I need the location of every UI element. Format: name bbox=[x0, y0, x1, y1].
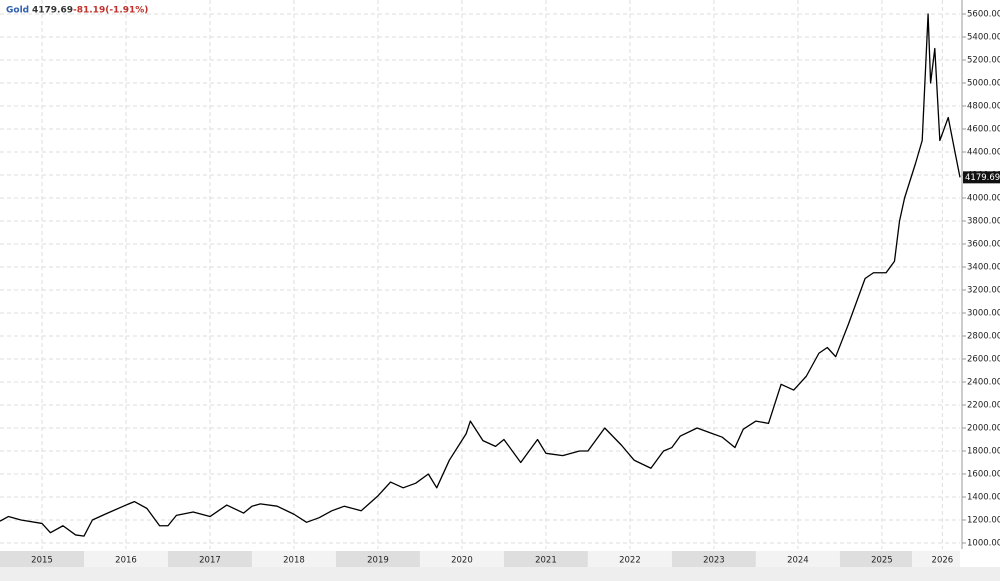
y-tick-label: 5000.00 bbox=[967, 79, 1000, 89]
y-tick-label: 3200.00 bbox=[967, 286, 1000, 296]
x-band bbox=[755, 551, 840, 567]
x-tick-label: 2015 bbox=[31, 556, 53, 566]
last-price-label: 4179.69 bbox=[965, 173, 1000, 183]
x-band bbox=[671, 551, 756, 567]
y-tick-label: 3800.00 bbox=[967, 217, 1000, 227]
x-tick-label: 2017 bbox=[199, 556, 221, 566]
y-tick-label: 3600.00 bbox=[967, 240, 1000, 250]
x-band bbox=[167, 551, 252, 567]
instrument-name: Gold bbox=[6, 6, 29, 16]
x-band bbox=[335, 551, 420, 567]
y-tick-label: 1000.00 bbox=[967, 539, 1000, 549]
x-band bbox=[0, 551, 84, 567]
y-tick-label: 5400.00 bbox=[967, 33, 1000, 43]
last-price: 4179.69 bbox=[32, 6, 73, 16]
x-band bbox=[839, 551, 913, 567]
last-price-badge bbox=[963, 171, 1000, 184]
y-tick-label: 3400.00 bbox=[967, 263, 1000, 273]
y-tick-label: 1800.00 bbox=[967, 447, 1000, 457]
x-tick-label: 2022 bbox=[619, 556, 641, 566]
x-tick-label: 2023 bbox=[703, 556, 725, 566]
y-tick-label: 5200.00 bbox=[967, 56, 1000, 66]
y-tick-label: 3000.00 bbox=[967, 309, 1000, 319]
y-tick-label: 2600.00 bbox=[967, 355, 1000, 365]
x-band bbox=[587, 551, 672, 567]
price-line bbox=[0, 13, 961, 537]
y-tick-label: 1600.00 bbox=[967, 470, 1000, 480]
x-band bbox=[251, 551, 336, 567]
price-change: -81.19(-1.91%) bbox=[73, 6, 148, 16]
x-tick-label: 2019 bbox=[367, 556, 389, 566]
y-tick-label: 4400.00 bbox=[967, 148, 1000, 158]
x-band bbox=[419, 551, 504, 567]
y-tick-label: 2200.00 bbox=[967, 401, 1000, 411]
x-band bbox=[503, 551, 588, 567]
x-tick-label: 2025 bbox=[871, 556, 893, 566]
y-tick-label: 4800.00 bbox=[967, 102, 1000, 112]
y-tick-label: 1400.00 bbox=[967, 493, 1000, 503]
y-tick-label: 2400.00 bbox=[967, 378, 1000, 388]
y-tick-label: 2800.00 bbox=[967, 332, 1000, 342]
y-tick-label: 4600.00 bbox=[967, 125, 1000, 135]
x-tick-label: 2016 bbox=[115, 556, 137, 566]
x-band bbox=[912, 551, 960, 567]
x-tick-label: 2021 bbox=[535, 556, 557, 566]
x-band bbox=[83, 551, 168, 567]
x-tick-label: 2024 bbox=[787, 556, 809, 566]
x-tick-label: 2026 bbox=[932, 556, 954, 566]
x-tick-label: 2018 bbox=[283, 556, 305, 566]
x-tick-label: 2020 bbox=[451, 556, 473, 566]
y-tick-label: 2000.00 bbox=[967, 424, 1000, 434]
y-tick-label: 1200.00 bbox=[967, 516, 1000, 526]
footer-strip bbox=[0, 567, 1000, 581]
y-tick-label: 5600.00 bbox=[967, 10, 1000, 20]
y-tick-label: 4000.00 bbox=[967, 194, 1000, 204]
